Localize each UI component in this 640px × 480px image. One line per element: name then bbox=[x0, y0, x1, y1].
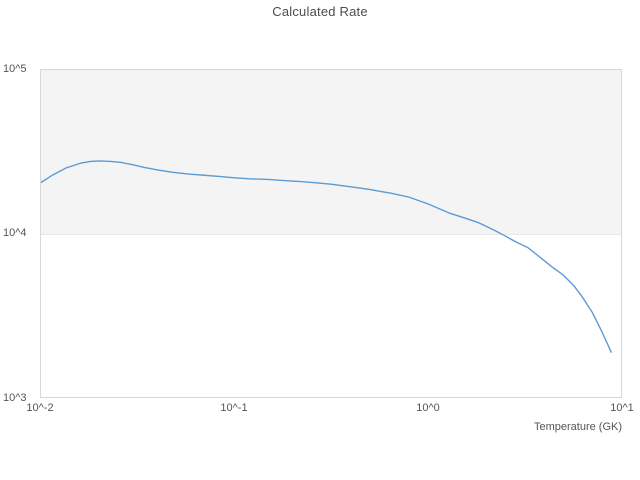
rate-line-svg bbox=[41, 160, 612, 353]
x-tick-label: 10^-1 bbox=[220, 402, 248, 414]
rate-line bbox=[41, 160, 612, 353]
x-tick-label: 10^-2 bbox=[26, 402, 54, 414]
plot-area bbox=[40, 69, 622, 398]
chart-title: Calculated Rate bbox=[272, 4, 368, 19]
y-tick-label: 10^3 bbox=[3, 391, 27, 404]
x-tick-label: 10^1 bbox=[610, 402, 634, 414]
x-axis-title: Temperature (GK) bbox=[533, 421, 622, 433]
y-tick-label: 10^4 bbox=[3, 227, 27, 239]
x-tick-label: 10^0 bbox=[416, 402, 440, 414]
y-tick-label: 10^5 bbox=[3, 62, 27, 75]
shaded-log-band bbox=[41, 70, 621, 235]
